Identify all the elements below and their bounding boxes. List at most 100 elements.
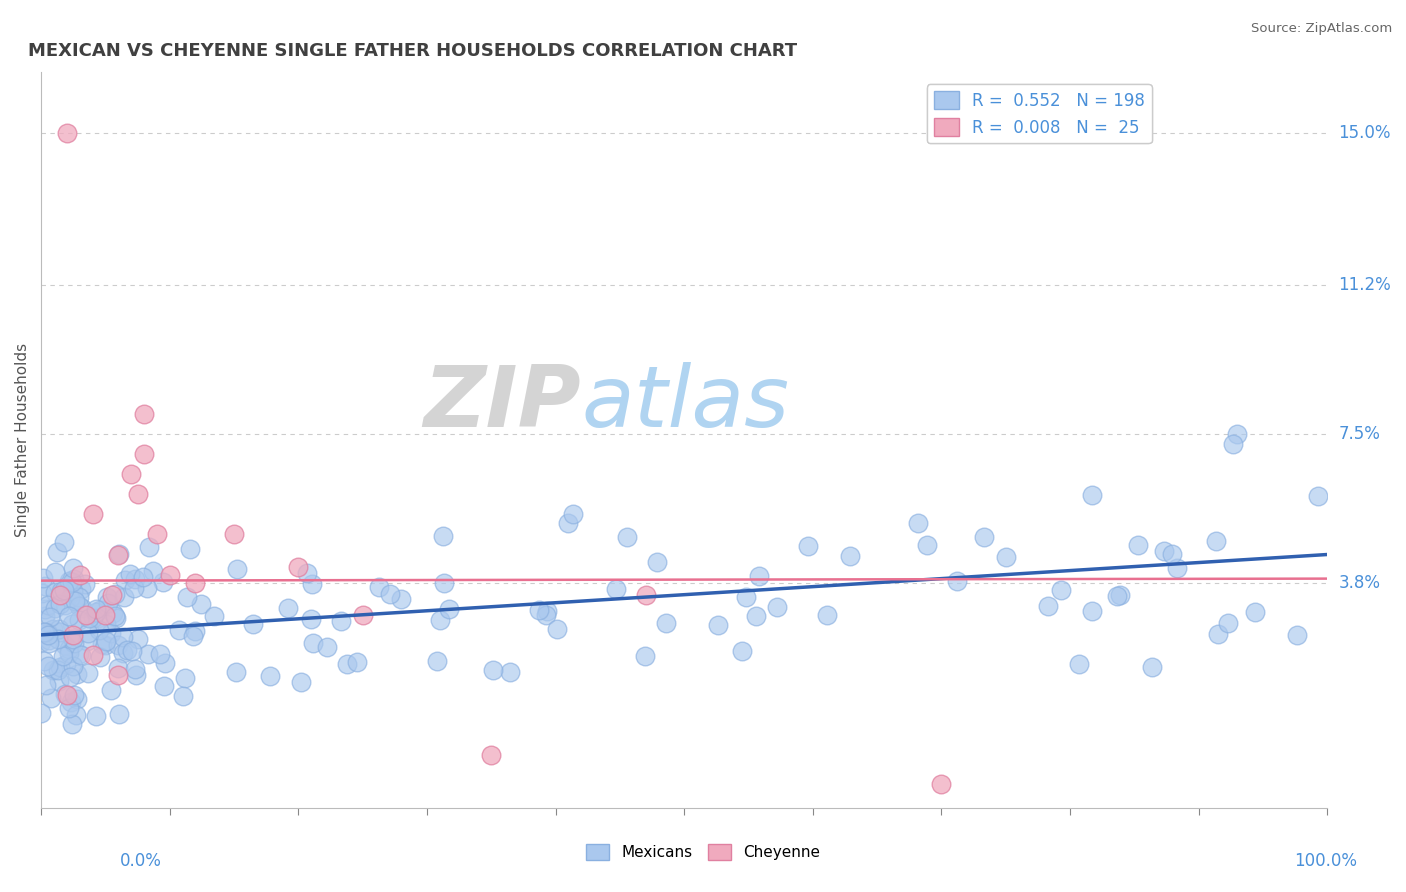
Point	[120, 467, 142, 482]
Point	[63, 593, 86, 607]
Point	[32, 624, 55, 639]
Point	[46, 632, 69, 646]
Point	[1166, 561, 1188, 575]
Point	[557, 516, 579, 531]
Point	[46, 544, 69, 558]
Text: 100.0%: 100.0%	[1294, 852, 1357, 870]
Point	[89, 603, 111, 617]
Point	[38, 635, 60, 649]
Point	[1081, 488, 1104, 502]
Point	[1206, 627, 1229, 641]
Point	[499, 665, 522, 679]
Point	[37, 628, 59, 642]
Point	[66, 666, 89, 681]
Point	[190, 597, 212, 611]
Point	[118, 567, 141, 582]
Text: ZIP: ZIP	[423, 362, 581, 445]
Point	[481, 663, 503, 677]
Point	[546, 622, 568, 636]
Point	[915, 538, 938, 552]
Point	[536, 604, 558, 618]
Point	[58, 574, 80, 589]
Point	[86, 602, 108, 616]
Point	[44, 566, 66, 580]
Point	[994, 550, 1017, 565]
Point	[44, 584, 66, 599]
Point	[534, 607, 557, 622]
Point	[1107, 589, 1129, 603]
Point	[352, 607, 374, 622]
Point	[93, 638, 115, 652]
Text: 7.5%: 7.5%	[1339, 425, 1381, 443]
Point	[104, 608, 127, 623]
Point	[745, 609, 768, 624]
Point	[1285, 627, 1308, 641]
Point	[58, 700, 80, 714]
Point	[301, 577, 323, 591]
Point	[100, 625, 122, 640]
Point	[707, 618, 730, 632]
Point	[107, 661, 129, 675]
Point	[101, 588, 124, 602]
Point	[479, 748, 502, 763]
Point	[645, 555, 668, 569]
Point	[1142, 660, 1164, 674]
Point	[35, 678, 58, 692]
Text: 15.0%: 15.0%	[1339, 124, 1391, 142]
Point	[42, 622, 65, 636]
Y-axis label: Single Father Households: Single Father Households	[15, 343, 30, 537]
Point	[48, 623, 70, 637]
Point	[174, 671, 197, 685]
Point	[432, 529, 454, 543]
Point	[152, 575, 174, 590]
Point	[86, 605, 108, 619]
Point	[107, 639, 129, 653]
Point	[42, 663, 65, 677]
Point	[53, 599, 76, 613]
Point	[259, 669, 281, 683]
Point	[907, 516, 929, 531]
Point	[1160, 548, 1182, 562]
Point	[172, 689, 194, 703]
Point	[70, 582, 93, 596]
Point	[58, 642, 80, 657]
Point	[153, 656, 176, 670]
Point	[796, 539, 818, 553]
Point	[931, 776, 953, 790]
Point	[181, 629, 204, 643]
Point	[49, 624, 72, 639]
Point	[277, 601, 299, 615]
Point	[429, 613, 451, 627]
Point	[735, 591, 758, 605]
Point	[49, 588, 72, 602]
Point	[146, 527, 169, 541]
Point	[138, 647, 160, 661]
Point	[242, 617, 264, 632]
Point	[49, 597, 72, 611]
Point	[89, 649, 111, 664]
Point	[202, 609, 225, 624]
Point	[82, 508, 104, 522]
Point	[132, 407, 155, 421]
Point	[329, 614, 352, 628]
Point	[124, 662, 146, 676]
Point	[60, 617, 83, 632]
Point	[114, 574, 136, 588]
Point	[1243, 605, 1265, 619]
Text: 11.2%: 11.2%	[1339, 277, 1391, 294]
Point	[55, 657, 77, 672]
Point	[67, 613, 90, 627]
Point	[815, 607, 838, 622]
Point	[48, 674, 70, 689]
Point	[135, 582, 157, 596]
Point	[60, 716, 83, 731]
Point	[82, 648, 104, 662]
Point	[62, 572, 84, 586]
Point	[70, 600, 93, 615]
Point	[94, 634, 117, 648]
Text: MEXICAN VS CHEYENNE SINGLE FATHER HOUSEHOLDS CORRELATION CHART: MEXICAN VS CHEYENNE SINGLE FATHER HOUSEH…	[28, 42, 797, 60]
Point	[184, 575, 207, 590]
Point	[112, 590, 135, 604]
Point	[53, 687, 76, 701]
Point	[1205, 533, 1227, 548]
